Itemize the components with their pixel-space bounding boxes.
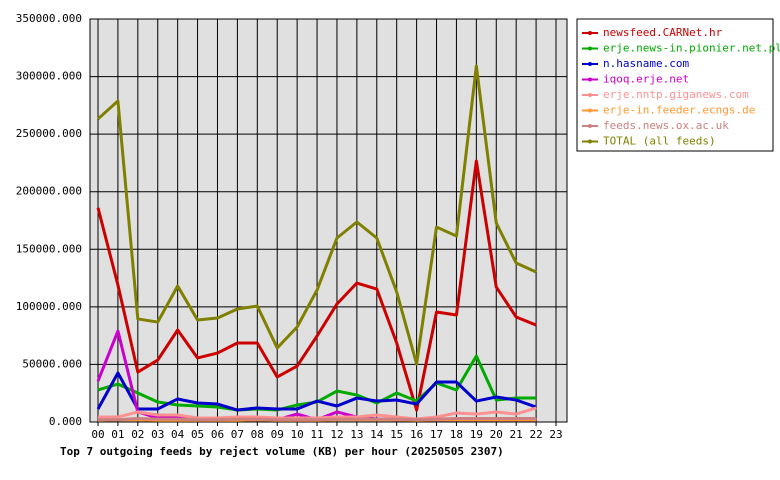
x-tick-label: 15: [390, 428, 403, 441]
x-tick-label: 01: [111, 428, 124, 441]
legend-label: TOTAL (all feeds): [603, 135, 716, 148]
x-tick-label: 23: [549, 428, 562, 441]
legend-dot: [588, 93, 592, 97]
legend-label: erje.nntp.giganews.com: [603, 88, 749, 101]
x-tick-label: 22: [529, 428, 542, 441]
y-tick-label: 300000.000: [16, 70, 82, 83]
y-tick-label: 200000.000: [16, 185, 82, 198]
x-tick-label: 12: [330, 428, 343, 441]
legend-dot: [588, 62, 592, 66]
x-tick-label: 11: [310, 428, 323, 441]
x-tick-label: 08: [251, 428, 264, 441]
y-tick-label: 50000.000: [22, 357, 82, 370]
y-tick-label: 0.000: [49, 415, 82, 428]
legend-dot: [588, 77, 592, 82]
x-tick-label: 19: [470, 428, 483, 441]
x-tick-label: 06: [211, 428, 224, 441]
legend-label: feeds.news.ox.ac.uk: [603, 119, 729, 132]
legend-label: erje.news-in.pionier.net.pl: [603, 42, 780, 55]
series-line: [96, 371, 537, 412]
x-tick-label: 18: [450, 428, 463, 441]
y-tick-label: 100000.000: [16, 300, 82, 313]
x-tick-label: 20: [490, 428, 503, 441]
x-tick-label: 03: [151, 428, 164, 441]
legend-label: iqoq.erje.net: [603, 73, 689, 86]
y-tick-label: 150000.000: [16, 242, 82, 255]
legend-label: newsfeed.CARNet.hr: [603, 26, 723, 39]
legend-label: n.hasname.com: [603, 57, 689, 70]
legend: [576, 18, 774, 152]
series-line: [96, 64, 537, 366]
legend-dot: [588, 124, 592, 128]
x-tick-label: 17: [430, 428, 443, 441]
series-line: [96, 159, 537, 412]
x-tick-label: 14: [370, 428, 384, 441]
legend-dot: [588, 108, 592, 113]
x-tick-label: 09: [271, 428, 284, 441]
legend-dot: [588, 31, 592, 35]
plot-area: [90, 19, 567, 422]
x-tick-label: 21: [510, 428, 523, 441]
legend-dot: [588, 46, 592, 51]
chart-title: Top 7 outgoing feeds by reject volume (K…: [60, 445, 504, 458]
series-line: [98, 417, 537, 422]
x-tick-label: 04: [171, 428, 185, 441]
plot-frame: [89, 18, 568, 423]
series-line: [98, 406, 537, 421]
legend-dot: [588, 139, 592, 144]
x-tick-label: 10: [291, 428, 304, 441]
x-tick-label: 07: [231, 428, 244, 441]
x-tick-label: 00: [91, 428, 104, 441]
x-tick-label: 05: [191, 428, 204, 441]
x-tick-label: 16: [410, 428, 423, 441]
y-tick-label: 350000.000: [16, 12, 82, 25]
x-tick-label: 02: [131, 428, 144, 441]
legend-label: erje-in.feeder.ecngs.de: [603, 104, 755, 117]
y-tick-label: 250000.000: [16, 127, 82, 140]
x-tick-label: 13: [350, 428, 363, 441]
